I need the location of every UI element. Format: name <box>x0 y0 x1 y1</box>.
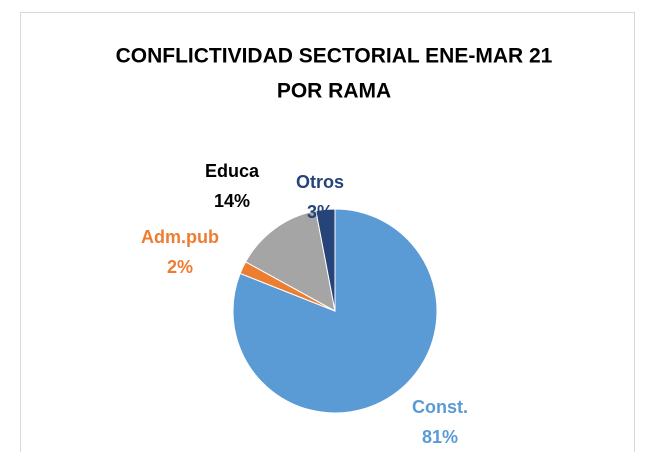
slice-category-label: Educa <box>205 161 260 181</box>
slice-value-label: 14% <box>214 191 250 211</box>
pie-slice <box>315 208 336 312</box>
slice-category-label: Adm.pub <box>141 227 219 247</box>
chart-title: CONFLICTIVIDAD SECTORIAL ENE-MAR 21 <box>116 45 553 68</box>
slice-value-label: 3% <box>307 202 333 222</box>
slice-value-label: 81% <box>422 427 458 447</box>
pie-slice <box>244 210 336 312</box>
slice-category-label: Otros <box>296 172 344 192</box>
slice-category-label: Const. <box>412 397 468 417</box>
slice-value-label: 2% <box>167 257 193 277</box>
chart-title: POR RAMA <box>277 80 391 103</box>
